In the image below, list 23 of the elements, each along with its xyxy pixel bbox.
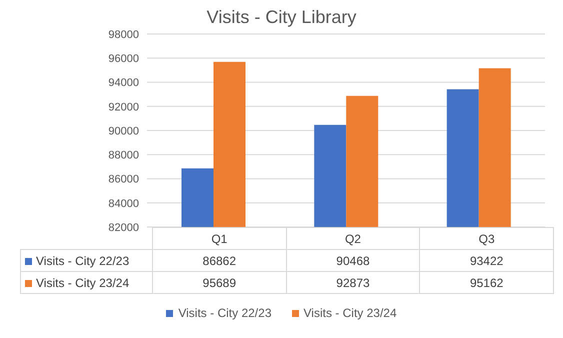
- data-label: 95689: [152, 272, 286, 294]
- y-tick-label: 88000: [108, 150, 139, 162]
- y-tick-label: 98000: [108, 28, 139, 41]
- text: Visits - City 22/23: [178, 306, 272, 320]
- y-tick-label: 96000: [108, 53, 139, 66]
- x-tick-label: Q1: [152, 228, 286, 250]
- x-tick-label: Q3: [420, 228, 554, 250]
- y-tick-label: 82000: [108, 222, 139, 234]
- legend-label: Visits - City 23/24: [302, 306, 397, 320]
- data-label: 92873: [286, 272, 420, 294]
- y-tick-label: 94000: [108, 77, 139, 90]
- chart-title: Visits - City Library: [206, 7, 358, 27]
- legend-label: Visits - City 22/23: [20, 250, 152, 272]
- data-label: 93422: [420, 250, 554, 272]
- y-tick-label: 92000: [108, 101, 139, 114]
- data-label: 86862: [152, 250, 286, 272]
- text: Visits - City 23/24: [36, 276, 130, 290]
- data-label: 95162: [420, 272, 554, 294]
- y-tick-label: 86000: [108, 174, 139, 186]
- y-tick-label: 84000: [108, 198, 139, 210]
- data-label: 90468: [286, 250, 420, 272]
- x-tick-label: Q2: [286, 228, 420, 250]
- y-tick-label: 90000: [108, 125, 139, 138]
